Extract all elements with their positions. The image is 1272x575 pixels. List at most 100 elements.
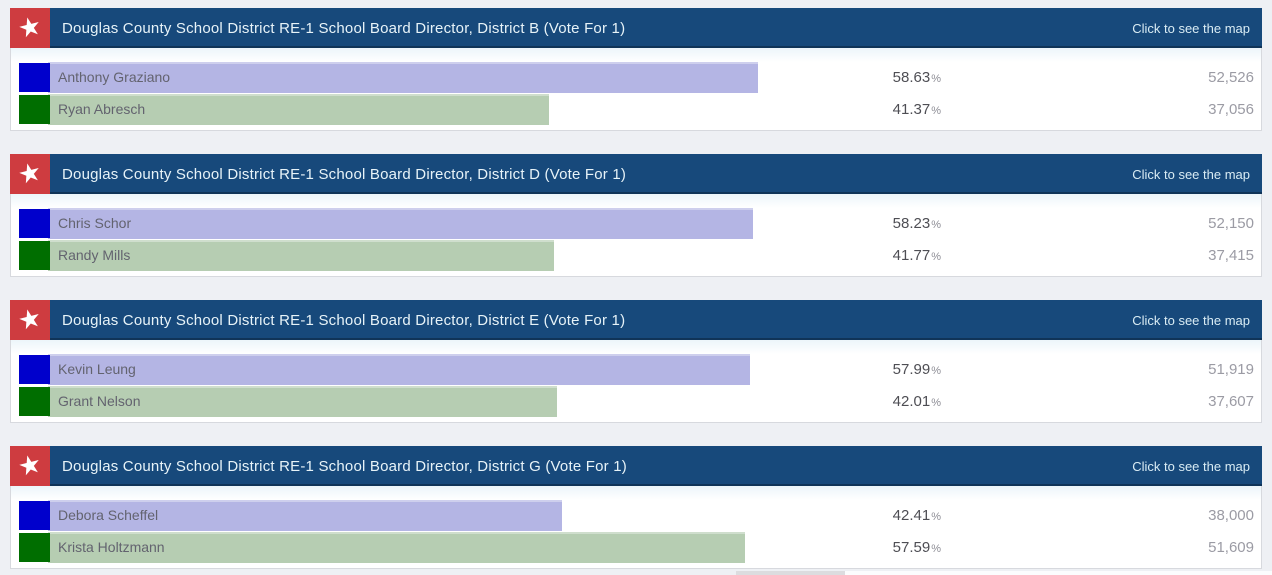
candidate-name: Krista Holtzmann [58, 539, 165, 555]
vote-count: 51,919 [1208, 361, 1254, 378]
vote-count: 51,609 [1208, 539, 1254, 556]
result-bar-track [48, 532, 1259, 563]
star-icon: ★ [15, 9, 45, 45]
percent-sign: % [931, 105, 941, 117]
result-bar-track [48, 500, 1259, 531]
contest-block-district-e: ★ Douglas County School District RE-1 Sc… [10, 300, 1262, 423]
panel-top-strip [11, 486, 1261, 500]
contest-header: ★ Douglas County School District RE-1 Sc… [10, 154, 1262, 194]
candidate-row: Chris Schor 58.23% 52,150 [11, 208, 1261, 240]
percent-sign: % [931, 397, 941, 409]
result-bar [48, 240, 554, 271]
map-link[interactable]: Click to see the map [1132, 20, 1250, 36]
percent-sign: % [931, 219, 941, 231]
candidate-color-swatch [19, 355, 50, 384]
vote-percent: 41.77% [841, 240, 941, 273]
panel-top-strip [11, 194, 1261, 208]
percent-value: 42.41 [892, 507, 931, 524]
vote-percent: 58.23% [841, 208, 941, 241]
candidate-name: Kevin Leung [58, 361, 136, 377]
star-icon-box: ★ [10, 300, 50, 340]
percent-sign: % [931, 73, 941, 85]
result-bar-track [48, 62, 1259, 93]
candidate-color-swatch [19, 533, 50, 562]
contest-title: Douglas County School District RE-1 Scho… [62, 457, 627, 475]
candidate-color-swatch [19, 501, 50, 530]
candidate-name: Grant Nelson [58, 393, 141, 409]
candidate-name: Anthony Graziano [58, 69, 171, 85]
star-icon-box: ★ [10, 446, 50, 486]
candidate-name: Debora Scheffel [58, 507, 159, 523]
star-icon: ★ [15, 301, 45, 337]
contest-title: Douglas County School District RE-1 Scho… [62, 311, 626, 329]
contest-block-district-b: ★ Douglas County School District RE-1 Sc… [10, 8, 1262, 131]
candidate-name: Randy Mills [58, 247, 131, 263]
result-bar [48, 500, 562, 531]
horizontal-scrollbar-thumb[interactable] [736, 571, 845, 575]
result-bar-track [48, 354, 1259, 385]
map-link[interactable]: Click to see the map [1132, 458, 1250, 474]
percent-sign: % [931, 365, 941, 377]
percent-sign: % [931, 543, 941, 555]
percent-sign: % [931, 251, 941, 263]
vote-percent: 41.37% [841, 94, 941, 127]
results-panel: Debora Scheffel 42.41% 38,000 Krista Hol… [10, 486, 1262, 569]
contest-header: ★ Douglas County School District RE-1 Sc… [10, 8, 1262, 48]
result-bar-track [48, 240, 1259, 271]
candidate-row: Randy Mills 41.77% 37,415 [11, 240, 1261, 272]
vote-count: 37,415 [1208, 247, 1254, 264]
vote-count: 37,607 [1208, 393, 1254, 410]
candidate-row: Anthony Graziano 58.63% 52,526 [11, 62, 1261, 94]
percent-value: 57.99 [892, 361, 931, 378]
star-icon-box: ★ [10, 154, 50, 194]
candidate-row: Grant Nelson 42.01% 37,607 [11, 386, 1261, 418]
percent-value: 58.23 [892, 215, 931, 232]
result-bar-track [48, 208, 1259, 239]
vote-count: 52,526 [1208, 69, 1254, 86]
candidate-row: Krista Holtzmann 57.59% 51,609 [11, 532, 1261, 564]
percent-value: 57.59 [892, 539, 931, 556]
candidate-color-swatch [19, 387, 50, 416]
results-panel: Kevin Leung 57.99% 51,919 Grant Nelson 4… [10, 340, 1262, 423]
candidate-row: Ryan Abresch 41.37% 37,056 [11, 94, 1261, 126]
percent-value: 42.01 [892, 393, 931, 410]
candidate-color-swatch [19, 209, 50, 238]
vote-count: 37,056 [1208, 101, 1254, 118]
percent-value: 41.37 [892, 101, 931, 118]
contest-header: ★ Douglas County School District RE-1 Sc… [10, 300, 1262, 340]
vote-percent: 42.41% [841, 500, 941, 533]
contest-title: Douglas County School District RE-1 Scho… [62, 165, 627, 183]
star-icon-box: ★ [10, 8, 50, 48]
result-bar [48, 208, 754, 239]
result-bar-track [48, 94, 1259, 125]
result-bar [48, 386, 557, 417]
results-panel: Chris Schor 58.23% 52,150 Randy Mills 41… [10, 194, 1262, 277]
contest-header: ★ Douglas County School District RE-1 Sc… [10, 446, 1262, 486]
vote-count: 38,000 [1208, 507, 1254, 524]
candidate-color-swatch [19, 63, 50, 92]
result-bar [48, 354, 751, 385]
vote-percent: 42.01% [841, 386, 941, 419]
map-link[interactable]: Click to see the map [1132, 166, 1250, 182]
next-section-edge [845, 571, 1272, 575]
vote-count: 52,150 [1208, 215, 1254, 232]
result-bar [48, 532, 746, 563]
result-bar [48, 62, 758, 93]
candidate-row: Debora Scheffel 42.41% 38,000 [11, 500, 1261, 532]
candidate-name: Chris Schor [58, 215, 132, 231]
contest-block-district-d: ★ Douglas County School District RE-1 Sc… [10, 154, 1262, 277]
map-link[interactable]: Click to see the map [1132, 312, 1250, 328]
vote-percent: 58.63% [841, 62, 941, 95]
candidate-row: Kevin Leung 57.99% 51,919 [11, 354, 1261, 386]
vote-percent: 57.99% [841, 354, 941, 387]
star-icon: ★ [15, 447, 45, 483]
contest-title: Douglas County School District RE-1 Scho… [62, 19, 626, 37]
percent-value: 58.63 [892, 69, 931, 86]
panel-top-strip [11, 340, 1261, 354]
panel-top-strip [11, 48, 1261, 62]
star-icon: ★ [15, 155, 45, 191]
candidate-color-swatch [19, 241, 50, 270]
vote-percent: 57.59% [841, 532, 941, 565]
result-bar-track [48, 386, 1259, 417]
